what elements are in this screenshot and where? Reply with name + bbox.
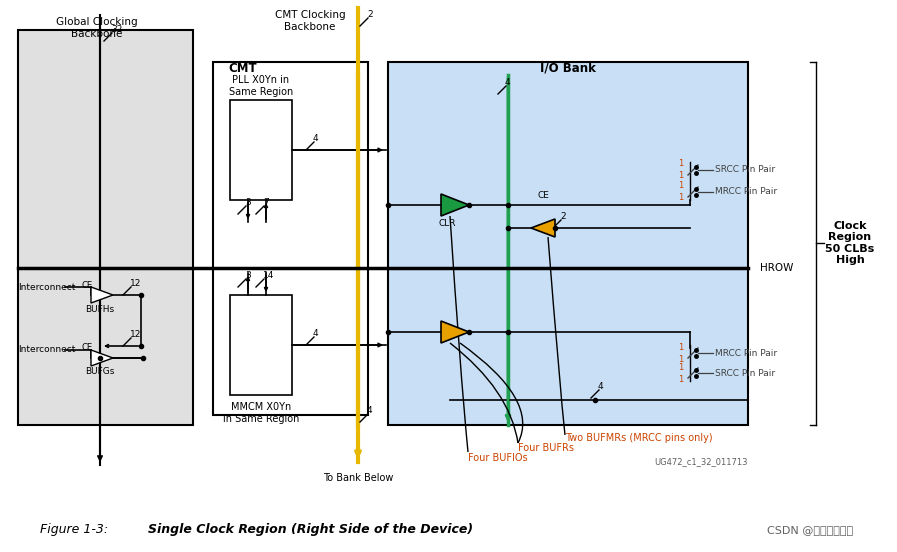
Text: MMCM X0Yn
in Same Region: MMCM X0Yn in Same Region <box>222 402 300 424</box>
Text: PLL X0Yn in
Same Region: PLL X0Yn in Same Region <box>229 75 293 97</box>
Text: 7: 7 <box>263 198 269 207</box>
Polygon shape <box>441 321 469 343</box>
Text: 2: 2 <box>560 212 566 221</box>
Text: MRCC Pin Pair: MRCC Pin Pair <box>715 188 777 197</box>
Polygon shape <box>531 219 555 237</box>
Text: CE: CE <box>82 280 92 289</box>
Text: CLR: CLR <box>439 219 456 227</box>
Text: CSDN @千歌叹尽执夏: CSDN @千歌叹尽执夏 <box>767 525 853 535</box>
Text: 2: 2 <box>367 10 372 19</box>
Text: 3: 3 <box>245 198 251 207</box>
Text: CE: CE <box>537 192 549 200</box>
Text: 1: 1 <box>678 172 684 181</box>
Text: 1: 1 <box>678 342 684 352</box>
Text: Four BUFRs: Four BUFRs <box>518 443 574 453</box>
Polygon shape <box>91 287 113 303</box>
Text: 1: 1 <box>678 182 684 190</box>
Text: SRCC Pin Pair: SRCC Pin Pair <box>715 166 775 174</box>
Text: 4: 4 <box>598 382 604 391</box>
Bar <box>230 295 292 395</box>
Text: 32: 32 <box>111 25 122 34</box>
Text: 14: 14 <box>263 271 274 280</box>
Text: CMT Clocking
Backbone: CMT Clocking Backbone <box>274 10 345 31</box>
Text: 1: 1 <box>678 194 684 203</box>
Bar <box>230 100 292 200</box>
Bar <box>213 62 368 415</box>
Text: To Bank Below: To Bank Below <box>323 473 393 483</box>
Bar <box>18 30 193 425</box>
Text: BUFGs: BUFGs <box>85 368 115 376</box>
Polygon shape <box>91 350 113 366</box>
Text: 4: 4 <box>313 134 318 143</box>
Text: Interconnect: Interconnect <box>18 346 75 354</box>
Text: 1: 1 <box>678 354 684 364</box>
Text: Figure 1-3:: Figure 1-3: <box>40 523 109 537</box>
Text: 4: 4 <box>505 78 510 87</box>
Text: SRCC Pin Pair: SRCC Pin Pair <box>715 369 775 378</box>
Text: 1: 1 <box>678 374 684 384</box>
Text: I/O Bank: I/O Bank <box>540 61 596 75</box>
Text: 3: 3 <box>245 271 251 280</box>
Text: 12: 12 <box>130 330 142 339</box>
Text: HROW: HROW <box>760 263 793 273</box>
Text: 12: 12 <box>130 279 142 288</box>
Polygon shape <box>441 194 469 216</box>
Text: 1: 1 <box>678 363 684 371</box>
Text: 4: 4 <box>313 329 318 338</box>
Text: Interconnect: Interconnect <box>18 283 75 291</box>
Text: CE: CE <box>82 343 92 353</box>
Text: Clock
Region
50 CLBs
High: Clock Region 50 CLBs High <box>825 221 875 266</box>
Text: BUFHs: BUFHs <box>85 305 115 314</box>
Text: 4: 4 <box>367 406 372 415</box>
Text: CMT: CMT <box>228 61 257 75</box>
Text: Four BUFIOs: Four BUFIOs <box>468 453 527 463</box>
Text: Single Clock Region (Right Side of the Device): Single Clock Region (Right Side of the D… <box>148 523 473 537</box>
Bar <box>388 62 748 425</box>
Text: UG472_c1_32_011713: UG472_c1_32_011713 <box>655 458 748 466</box>
Text: Global Clocking
Backbone: Global Clocking Backbone <box>57 17 138 39</box>
Text: Two BUFMRs (MRCC pins only): Two BUFMRs (MRCC pins only) <box>565 433 712 443</box>
Text: MRCC Pin Pair: MRCC Pin Pair <box>715 348 777 358</box>
Text: 1: 1 <box>678 160 684 168</box>
